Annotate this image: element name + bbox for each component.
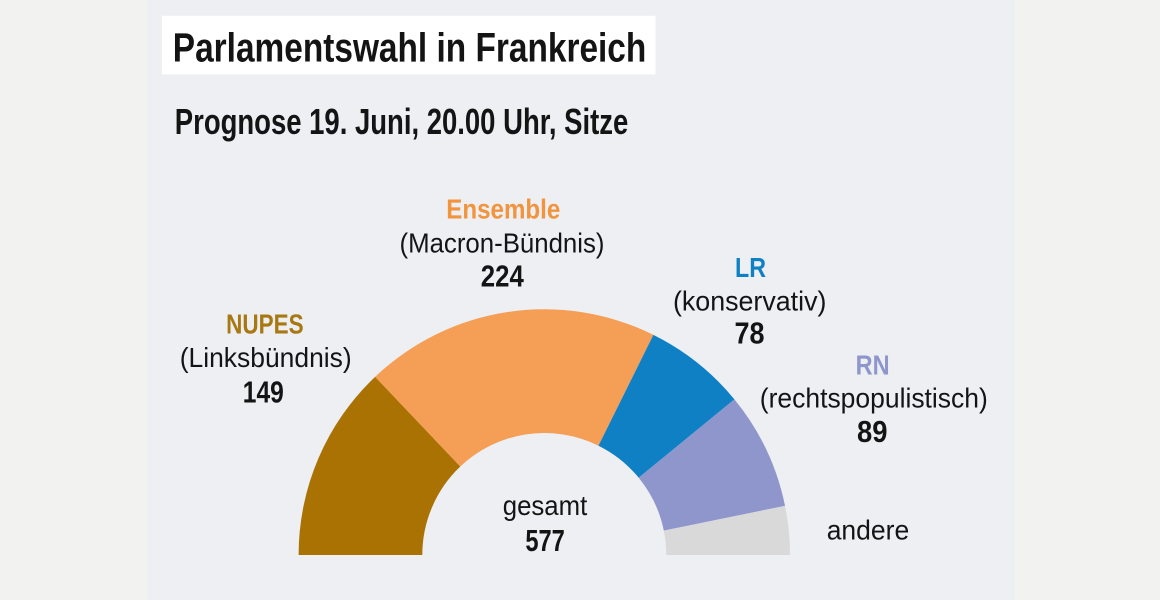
svg-text:78: 78	[735, 316, 765, 351]
svg-text:gesamt: gesamt	[503, 490, 588, 521]
svg-text:(konservativ): (konservativ)	[673, 285, 827, 316]
svg-text:89: 89	[857, 414, 888, 449]
svg-text:(Linksbündnis): (Linksbündnis)	[180, 342, 352, 373]
svg-text:RN: RN	[856, 350, 890, 381]
svg-text:224: 224	[481, 259, 525, 294]
svg-text:NUPES: NUPES	[226, 308, 304, 339]
svg-text:Ensemble: Ensemble	[446, 193, 560, 224]
svg-text:Parlamentswahl in Frankreich: Parlamentswahl in Frankreich	[173, 25, 647, 71]
svg-text:(rechtspopulistisch): (rechtspopulistisch)	[760, 383, 988, 414]
svg-text:(Macron-Bündnis): (Macron-Bündnis)	[400, 227, 605, 258]
svg-text:LR: LR	[735, 252, 766, 283]
svg-text:Prognose 19. Juni, 20.00 Uhr,: Prognose 19. Juni, 20.00 Uhr, Sitze	[175, 101, 629, 142]
svg-text:149: 149	[243, 375, 284, 410]
svg-text:andere: andere	[827, 514, 910, 545]
svg-text:577: 577	[525, 523, 565, 558]
